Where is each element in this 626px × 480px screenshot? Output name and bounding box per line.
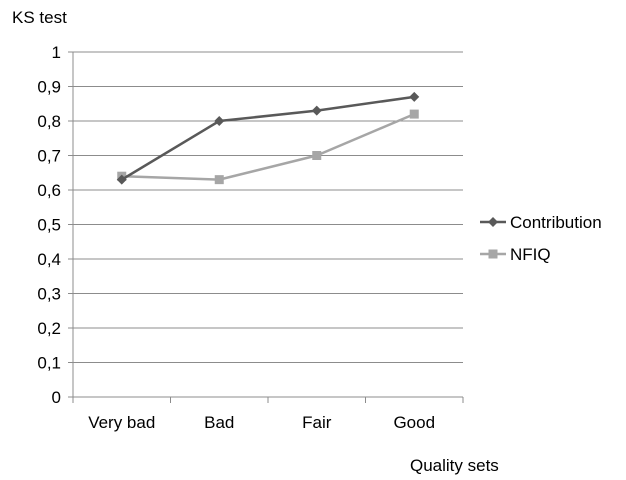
gridlines [73, 51, 463, 363]
x-tick-label: Good [393, 413, 435, 432]
legend-marker-nfiq [488, 249, 498, 259]
data-point-contribution [409, 91, 420, 102]
y-tick-label: 0,1 [37, 354, 61, 373]
data-point-nfiq [312, 151, 322, 160]
data-point-nfiq [214, 175, 224, 185]
y-tick-label: 0,5 [37, 216, 61, 235]
y-tick-label: 0,9 [37, 78, 61, 97]
y-tick-labels: 0 0,1 0,2 0,3 0,4 0,5 0,6 0,7 0,8 0,9 1 [37, 43, 61, 407]
data-point-nfiq [409, 109, 419, 119]
x-tick-label: Very bad [88, 413, 155, 432]
data-point-contribution [116, 174, 127, 185]
y-tick-label: 1 [52, 43, 61, 62]
legend: Contribution NFIQ [480, 213, 602, 264]
y-tick-label: 0,3 [37, 285, 61, 304]
x-axis-title: Quality sets [410, 456, 499, 475]
series-line-nfiq [121, 112, 415, 181]
y-tick-label: 0,2 [37, 319, 61, 338]
x-tick-label: Bad [204, 413, 234, 432]
legend-marker-contribution [488, 217, 498, 227]
y-tick-label: 0 [52, 388, 61, 407]
y-tick-label: 0,4 [37, 250, 61, 269]
y-tick-label: 0,8 [37, 112, 61, 131]
series-layer [116, 91, 420, 185]
data-point-contribution [214, 116, 225, 126]
data-point-contribution [311, 105, 322, 116]
y-tick-label: 0,7 [37, 147, 61, 166]
legend-label-nfiq: NFIQ [510, 245, 551, 264]
axes [68, 51, 464, 403]
x-tick-label: Fair [302, 413, 332, 432]
y-tick-label: 0,6 [37, 181, 61, 200]
y-axis-title: KS test [12, 8, 67, 27]
legend-label-contribution: Contribution [510, 213, 602, 232]
x-tick-labels: Very bad Bad Fair Good [88, 413, 435, 432]
series-line-contribution [121, 95, 415, 181]
